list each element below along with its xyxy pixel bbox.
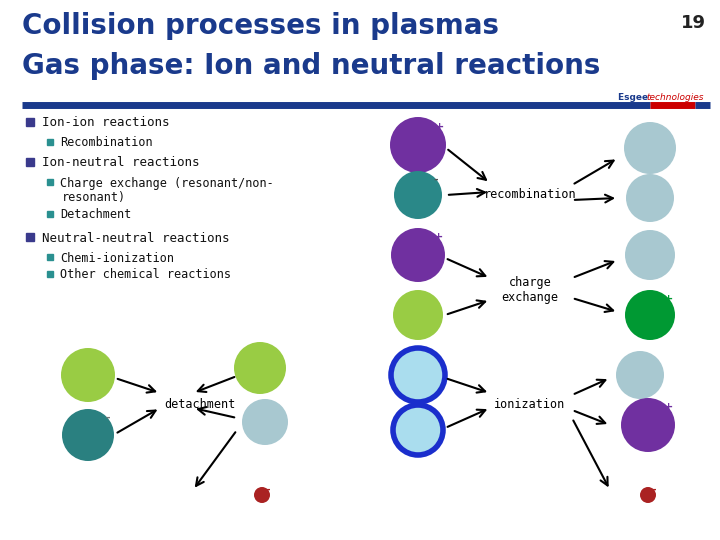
Bar [26, 233, 34, 241]
Text: -: - [652, 485, 657, 495]
Circle shape [640, 487, 656, 503]
Circle shape [624, 122, 676, 174]
Text: Detachment: Detachment [60, 208, 131, 221]
Text: Neutral-neutral reactions: Neutral-neutral reactions [42, 232, 230, 245]
Text: Other chemical reactions: Other chemical reactions [60, 268, 231, 281]
Bar [47, 254, 53, 260]
Circle shape [621, 398, 675, 452]
Circle shape [394, 171, 442, 219]
Circle shape [390, 117, 446, 173]
Circle shape [234, 342, 286, 394]
Text: +: + [664, 294, 673, 303]
Text: ionization: ionization [495, 399, 566, 411]
Text: charge
exchange: charge exchange [502, 276, 559, 304]
Circle shape [393, 290, 443, 340]
Circle shape [616, 351, 664, 399]
Text: Ion-neutral reactions: Ion-neutral reactions [42, 157, 199, 170]
Text: +: + [433, 232, 443, 242]
Circle shape [242, 399, 288, 445]
Bar [47, 211, 53, 217]
Circle shape [391, 228, 445, 282]
Text: -: - [266, 485, 270, 495]
Text: recombination: recombination [484, 188, 576, 201]
Text: Ion-ion reactions: Ion-ion reactions [42, 117, 169, 130]
Circle shape [391, 348, 445, 402]
Circle shape [254, 487, 270, 503]
Text: resonant): resonant) [62, 192, 126, 205]
Text: +: + [434, 122, 444, 132]
Circle shape [61, 348, 115, 402]
Bar [26, 118, 34, 126]
Text: -: - [433, 174, 438, 184]
Text: +: + [664, 402, 673, 413]
Circle shape [625, 230, 675, 280]
Circle shape [393, 405, 443, 455]
Circle shape [62, 409, 114, 461]
Text: Chemi-ionization: Chemi-ionization [60, 252, 174, 265]
Text: Collision processes in plasmas: Collision processes in plasmas [22, 12, 499, 40]
Text: Charge exchange (resonant/non-: Charge exchange (resonant/non- [60, 177, 274, 190]
Text: Recombination: Recombination [60, 137, 153, 150]
Circle shape [626, 174, 674, 222]
Bar [26, 158, 34, 166]
Circle shape [625, 290, 675, 340]
Bar [47, 139, 53, 145]
Text: technologies: technologies [646, 93, 703, 102]
Text: Esgee: Esgee [618, 93, 652, 102]
Text: 19: 19 [681, 14, 706, 32]
Bar [47, 271, 53, 277]
Text: Gas phase: Ion and neutral reactions: Gas phase: Ion and neutral reactions [22, 52, 600, 80]
Text: -: - [105, 413, 110, 423]
Text: detachment: detachment [164, 399, 235, 411]
Bar [47, 179, 53, 185]
